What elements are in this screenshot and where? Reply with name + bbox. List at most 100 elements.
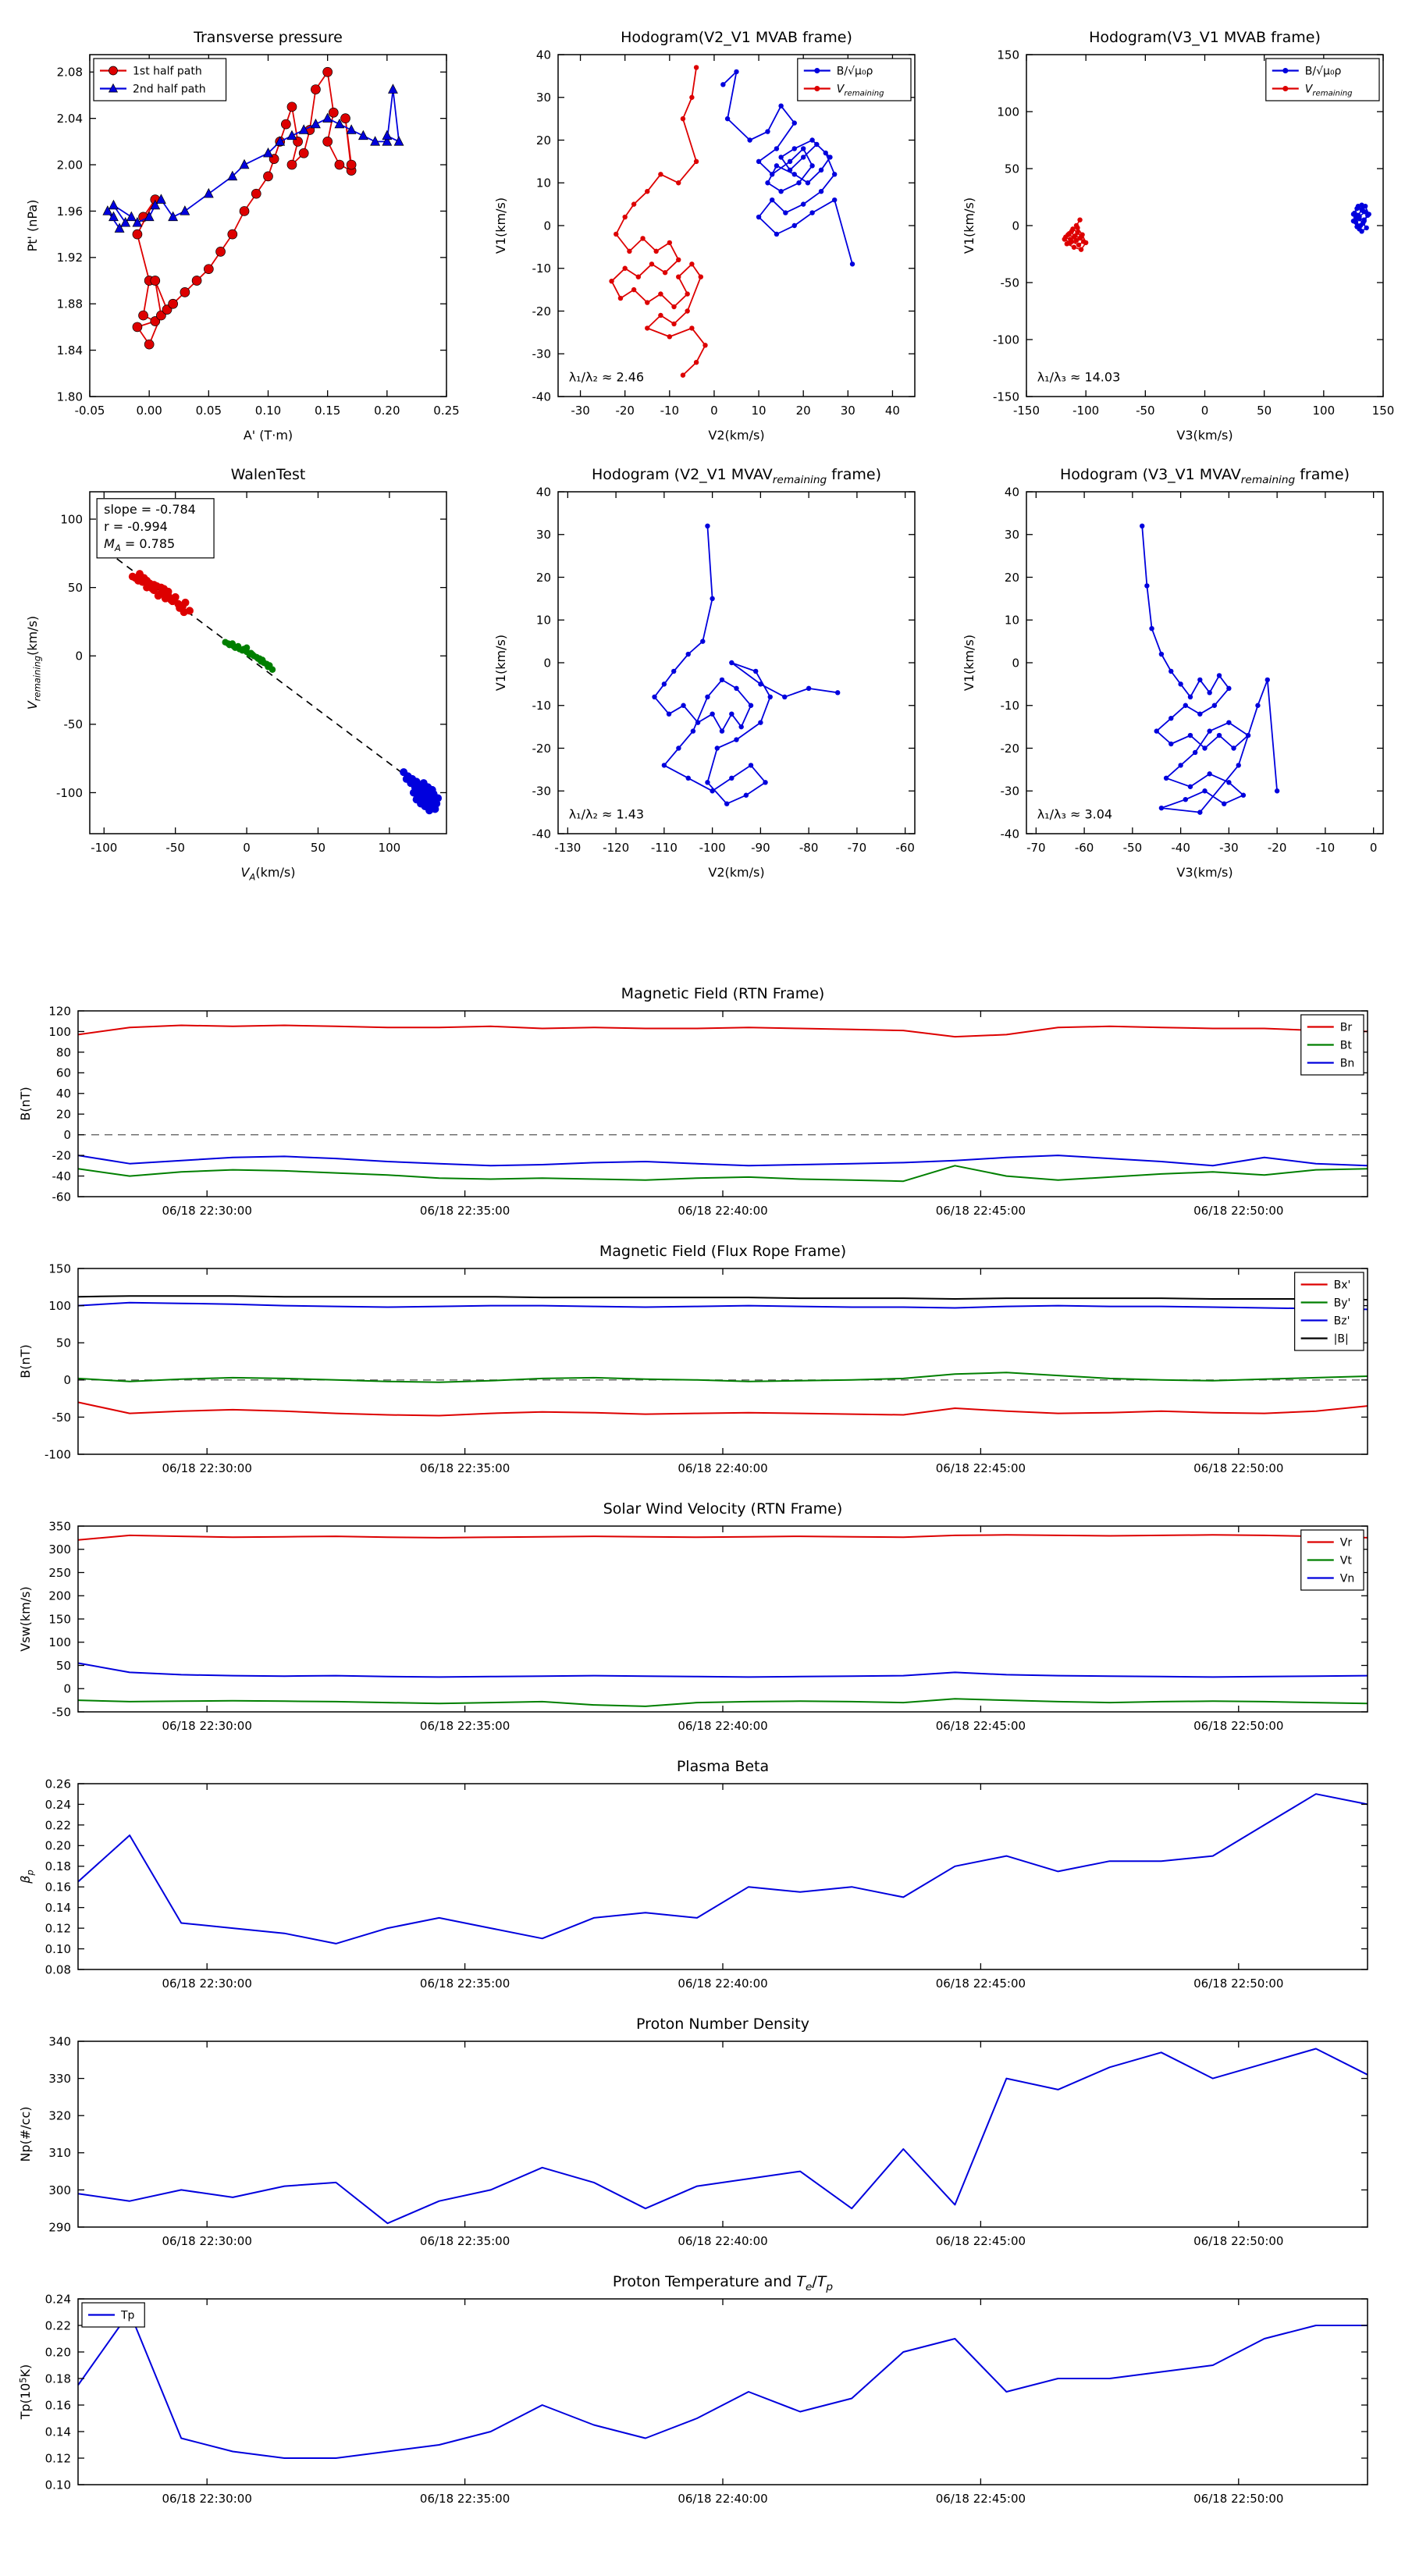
svg-text:B(nT): B(nT) bbox=[18, 1087, 33, 1120]
svg-text:Hodogram(V3_V1 MVAB frame): Hodogram(V3_V1 MVAB frame) bbox=[1089, 29, 1321, 46]
svg-text:-50: -50 bbox=[64, 717, 84, 731]
svg-text:10: 10 bbox=[536, 176, 551, 190]
svg-text:0: 0 bbox=[63, 1373, 71, 1387]
svg-text:-100: -100 bbox=[993, 333, 1019, 347]
svg-text:06/18 22:30:00: 06/18 22:30:00 bbox=[162, 1976, 252, 1991]
svg-text:06/18 22:50:00: 06/18 22:50:00 bbox=[1193, 1976, 1283, 1991]
svg-text:-110: -110 bbox=[651, 841, 678, 855]
svg-text:-120: -120 bbox=[603, 841, 629, 855]
svg-text:V3(km/s): V3(km/s) bbox=[1176, 428, 1232, 443]
svg-text:250: 250 bbox=[48, 1566, 71, 1580]
svg-text:Vremaining: Vremaining bbox=[1305, 84, 1353, 98]
svg-text:06/18 22:40:00: 06/18 22:40:00 bbox=[678, 1204, 767, 1218]
svg-text:50: 50 bbox=[311, 841, 325, 855]
svg-text:-10: -10 bbox=[660, 404, 680, 418]
svg-text:0.14: 0.14 bbox=[45, 1901, 71, 1915]
svg-text:150: 150 bbox=[1372, 404, 1395, 418]
svg-text:-30: -30 bbox=[532, 785, 552, 799]
svg-text:-20: -20 bbox=[52, 1149, 72, 1163]
svg-text:0: 0 bbox=[543, 656, 551, 670]
svg-text:80: 80 bbox=[56, 1045, 71, 1059]
svg-text:V2(km/s): V2(km/s) bbox=[708, 865, 764, 880]
svg-text:V1(km/s): V1(km/s) bbox=[962, 635, 976, 691]
svg-text:V2(km/s): V2(km/s) bbox=[708, 428, 764, 443]
svg-text:0: 0 bbox=[243, 841, 251, 855]
svg-text:350: 350 bbox=[48, 1519, 71, 1533]
svg-text:-100: -100 bbox=[699, 841, 726, 855]
svg-text:06/18 22:40:00: 06/18 22:40:00 bbox=[678, 1976, 767, 1991]
svg-text:06/18 22:50:00: 06/18 22:50:00 bbox=[1193, 2492, 1283, 2506]
chart-plasma-beta: 06/18 22:30:00 06/18 22:35:00 06/18 22:40:… bbox=[0, 1752, 1405, 2010]
svg-text:V3(km/s): V3(km/s) bbox=[1176, 865, 1232, 880]
svg-text:0.18: 0.18 bbox=[45, 2371, 71, 2386]
svg-text:06/18 22:30:00: 06/18 22:30:00 bbox=[162, 2234, 252, 2248]
svg-text:50: 50 bbox=[1005, 162, 1019, 176]
svg-text:0.26: 0.26 bbox=[45, 1777, 71, 1791]
svg-text:-60: -60 bbox=[1075, 841, 1094, 855]
svg-text:06/18 22:50:00: 06/18 22:50:00 bbox=[1193, 1719, 1283, 1733]
svg-text:20: 20 bbox=[536, 133, 551, 148]
svg-text:-30: -30 bbox=[1219, 841, 1239, 855]
svg-text:-30: -30 bbox=[532, 347, 552, 361]
svg-text:30: 30 bbox=[536, 91, 551, 105]
svg-text:λ₁/λ₃ ≈ 3.04: λ₁/λ₃ ≈ 3.04 bbox=[1037, 806, 1112, 821]
svg-text:06/18 22:30:00: 06/18 22:30:00 bbox=[162, 1461, 252, 1475]
chart-hodogram-v2v1-mvab: -30 -20 -10 0 10 20 30 40 -40 -30 -20 -10 0 10 20 30 40 H… bbox=[468, 16, 937, 453]
svg-text:1.84: 1.84 bbox=[57, 343, 83, 358]
svg-text:0.12: 0.12 bbox=[45, 1922, 71, 1936]
svg-text:-50: -50 bbox=[1123, 841, 1143, 855]
svg-text:-130: -130 bbox=[554, 841, 581, 855]
svg-text:Hodogram(V2_V1 MVAB frame): Hodogram(V2_V1 MVAB frame) bbox=[621, 29, 852, 46]
svg-text:200: 200 bbox=[48, 1589, 71, 1603]
svg-text:06/18 22:35:00: 06/18 22:35:00 bbox=[420, 1461, 510, 1475]
svg-text:Pt' (nPa): Pt' (nPa) bbox=[25, 200, 40, 252]
svg-text:-150: -150 bbox=[993, 390, 1019, 404]
svg-text:By': By' bbox=[1334, 1297, 1351, 1310]
svg-text:-60: -60 bbox=[895, 841, 915, 855]
svg-text:06/18 22:30:00: 06/18 22:30:00 bbox=[162, 1719, 252, 1733]
svg-text:-40: -40 bbox=[1171, 841, 1190, 855]
svg-text:-40: -40 bbox=[532, 827, 552, 841]
svg-text:310: 310 bbox=[48, 2146, 71, 2160]
svg-text:Np(#/cc): Np(#/cc) bbox=[18, 2107, 33, 2162]
svg-text:100: 100 bbox=[1313, 404, 1336, 418]
svg-text:50: 50 bbox=[68, 581, 83, 595]
svg-text:-50: -50 bbox=[1136, 404, 1155, 418]
svg-text:-50: -50 bbox=[165, 841, 185, 855]
svg-text:B/√μ₀ρ: B/√μ₀ρ bbox=[1305, 66, 1342, 78]
svg-text:0.00: 0.00 bbox=[136, 404, 162, 418]
svg-text:Vt: Vt bbox=[1340, 1555, 1353, 1567]
svg-text:300: 300 bbox=[48, 2183, 71, 2197]
svg-text:Tp: Tp bbox=[120, 2310, 135, 2322]
chart-proton-number-density: 06/18 22:30:00 06/18 22:35:00 06/18 22:40:… bbox=[0, 2010, 1405, 2268]
svg-text:0.20: 0.20 bbox=[374, 404, 400, 418]
svg-text:Plasma Beta: Plasma Beta bbox=[677, 1758, 769, 1775]
svg-text:-20: -20 bbox=[1001, 742, 1020, 756]
svg-text:100: 100 bbox=[48, 1025, 71, 1039]
svg-text:340: 340 bbox=[48, 2034, 71, 2048]
svg-text:-100: -100 bbox=[1072, 404, 1099, 418]
svg-text:320: 320 bbox=[48, 2109, 71, 2123]
svg-text:30: 30 bbox=[536, 528, 551, 542]
svg-text:06/18 22:35:00: 06/18 22:35:00 bbox=[420, 1204, 510, 1218]
svg-text:r = -0.994: r = -0.994 bbox=[104, 519, 168, 534]
svg-text:06/18 22:45:00: 06/18 22:45:00 bbox=[936, 1204, 1026, 1218]
svg-text:06/18 22:45:00: 06/18 22:45:00 bbox=[936, 2234, 1026, 2248]
svg-text:06/18 22:50:00: 06/18 22:50:00 bbox=[1193, 2234, 1283, 2248]
svg-text:|B|: |B| bbox=[1334, 1333, 1349, 1346]
svg-text:B(nT): B(nT) bbox=[18, 1344, 33, 1378]
svg-text:0.24: 0.24 bbox=[45, 1798, 71, 1812]
svg-text:-10: -10 bbox=[532, 262, 552, 276]
svg-text:100: 100 bbox=[48, 1635, 71, 1649]
svg-text:06/18 22:45:00: 06/18 22:45:00 bbox=[936, 1461, 1026, 1475]
svg-text:0.22: 0.22 bbox=[45, 1818, 71, 1832]
svg-text:-50: -50 bbox=[1001, 276, 1020, 290]
svg-text:40: 40 bbox=[56, 1087, 71, 1101]
svg-text:290: 290 bbox=[48, 2220, 71, 2234]
svg-text:06/18 22:40:00: 06/18 22:40:00 bbox=[678, 1461, 767, 1475]
svg-text:30: 30 bbox=[1005, 528, 1019, 542]
svg-text:WalenTest: WalenTest bbox=[231, 466, 306, 483]
svg-text:150: 150 bbox=[997, 48, 1019, 62]
svg-text:0.14: 0.14 bbox=[45, 2425, 71, 2439]
svg-text:Vn: Vn bbox=[1340, 1573, 1354, 1585]
